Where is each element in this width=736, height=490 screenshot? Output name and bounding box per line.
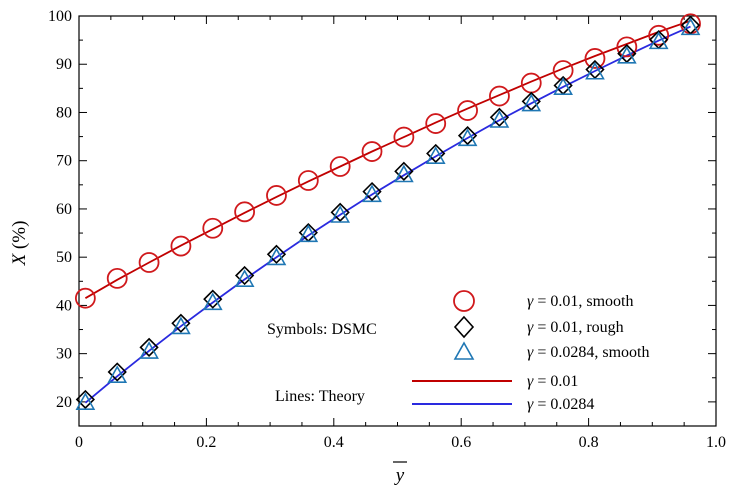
- legend-label-3-var: γ: [527, 344, 534, 361]
- y-tick-label-8: 100: [48, 8, 72, 25]
- point-diamond-2: [139, 337, 159, 358]
- point-diamond-11: [426, 143, 446, 164]
- legend-label-1-text: = 0.01, smooth: [533, 293, 633, 310]
- y-tick-label-2: 40: [56, 297, 72, 314]
- legend-marker-circle: [453, 290, 475, 312]
- legend-label-3-text: = 0.0284, smooth: [533, 344, 649, 361]
- point-circle-13: [489, 85, 510, 107]
- x-tick-label-1: 0.2: [196, 434, 216, 451]
- legend: γ = 0.01, smooth γ = 0.01, rough γ = 0.0…: [412, 290, 649, 413]
- point-diamond-1: [107, 362, 127, 382]
- point-triangle-2: [139, 341, 159, 359]
- point-circle-18: [648, 24, 670, 46]
- point-triangle-8: [330, 205, 351, 223]
- y-tick-label-4: 60: [56, 201, 72, 218]
- x-tick-label-0: 0: [75, 434, 83, 451]
- point-circle-14: [520, 72, 542, 94]
- y-tick-label-0: 20: [56, 394, 72, 411]
- point-diamond-8: [330, 202, 350, 222]
- legend-label-2-var: γ: [527, 319, 534, 336]
- point-triangle-19: [680, 17, 701, 36]
- legend-label-1: γ = 0.01, smooth: [527, 293, 633, 310]
- x-tick-label-2: 0.4: [324, 434, 344, 451]
- point-circle-10: [393, 126, 415, 148]
- legend-label-2-text: = 0.01, rough: [533, 319, 623, 336]
- x-axis-label: y: [394, 465, 405, 486]
- point-circle-4: [202, 217, 224, 239]
- y-tick-label-3: 50: [56, 249, 72, 266]
- point-circle-5: [234, 201, 256, 223]
- legend-label-1-var: γ: [527, 293, 534, 310]
- y-axis-label-unit: (%): [9, 221, 30, 254]
- point-circle-8: [329, 156, 351, 177]
- point-circle-2: [138, 252, 160, 273]
- legend-label-4: γ = 0.01: [527, 373, 578, 390]
- point-circle-0: [74, 287, 96, 309]
- point-triangle-18: [648, 31, 669, 50]
- point-triangle-11: [425, 146, 446, 164]
- x-tick-label-3: 0.6: [451, 434, 471, 451]
- point-diamond-13: [489, 107, 510, 127]
- point-diamond-12: [457, 125, 478, 146]
- point-diamond-3: [171, 313, 191, 333]
- point-triangle-3: [171, 316, 191, 335]
- annotation-lines: Lines: Theory: [275, 388, 365, 405]
- y-tick-label-1: 30: [56, 346, 72, 363]
- point-diamond-10: [394, 161, 414, 181]
- point-triangle-6: [266, 247, 287, 266]
- legend-label-2: γ = 0.01, rough: [527, 319, 624, 336]
- legend-marker-diamond: [453, 315, 475, 339]
- point-triangle-17: [616, 45, 637, 64]
- point-triangle-15: [553, 77, 573, 95]
- legend-label-3: γ = 0.0284, smooth: [527, 344, 649, 361]
- plot-frame: [78, 15, 717, 427]
- point-circle-3: [170, 235, 192, 257]
- point-triangle-1: [107, 365, 128, 383]
- point-circle-16: [584, 48, 606, 69]
- point-diamond-0: [75, 389, 96, 410]
- legend-label-4-text: = 0.01: [533, 373, 578, 390]
- legend-marker-triangle: [453, 341, 475, 360]
- point-circle-11: [425, 113, 447, 134]
- point-triangle-9: [362, 184, 382, 203]
- annotation-symbols: Symbols: DSMC: [267, 321, 377, 338]
- plot-area: [74, 13, 717, 427]
- y-tick-label-6: 80: [56, 104, 72, 121]
- series-line-3: [84, 19, 691, 299]
- point-circle-17: [616, 36, 638, 58]
- y-axis-label: X (%): [9, 221, 30, 267]
- point-triangle-0: [75, 392, 96, 410]
- point-triangle-4: [202, 292, 223, 311]
- point-circle-7: [297, 170, 319, 191]
- point-circle-12: [457, 100, 478, 121]
- point-triangle-10: [394, 164, 414, 183]
- point-triangle-5: [234, 269, 255, 287]
- point-triangle-16: [585, 61, 605, 80]
- legend-label-4-var: γ: [527, 373, 534, 390]
- point-circle-6: [266, 185, 287, 206]
- point-circle-1: [106, 267, 128, 289]
- y-tick-label-5: 70: [56, 153, 72, 170]
- point-triangle-14: [521, 93, 542, 112]
- point-triangle-13: [489, 110, 510, 128]
- y-tick-label-7: 90: [56, 56, 72, 73]
- point-triangle-7: [298, 224, 319, 243]
- point-triangle-12: [457, 128, 478, 147]
- y-tick-labels: 20 30 40 50 60 70 80 90 100: [48, 8, 72, 411]
- x-tick-label-5: 1.0: [706, 434, 726, 451]
- point-diamond-9: [362, 181, 382, 202]
- point-diamond-4: [203, 289, 223, 309]
- legend-label-5-var: γ: [527, 396, 534, 413]
- point-diamond-6: [266, 244, 287, 264]
- y-axis-label-var: X: [9, 252, 30, 266]
- point-circle-9: [361, 141, 383, 162]
- x-tick-labels: 0 0.2 0.4 0.6 0.8 1.0: [75, 434, 726, 451]
- legend-label-5: γ = 0.0284: [527, 396, 594, 413]
- legend-label-5-text: = 0.0284: [533, 396, 594, 413]
- point-diamond-5: [234, 265, 255, 286]
- x-tick-label-4: 0.8: [579, 434, 599, 451]
